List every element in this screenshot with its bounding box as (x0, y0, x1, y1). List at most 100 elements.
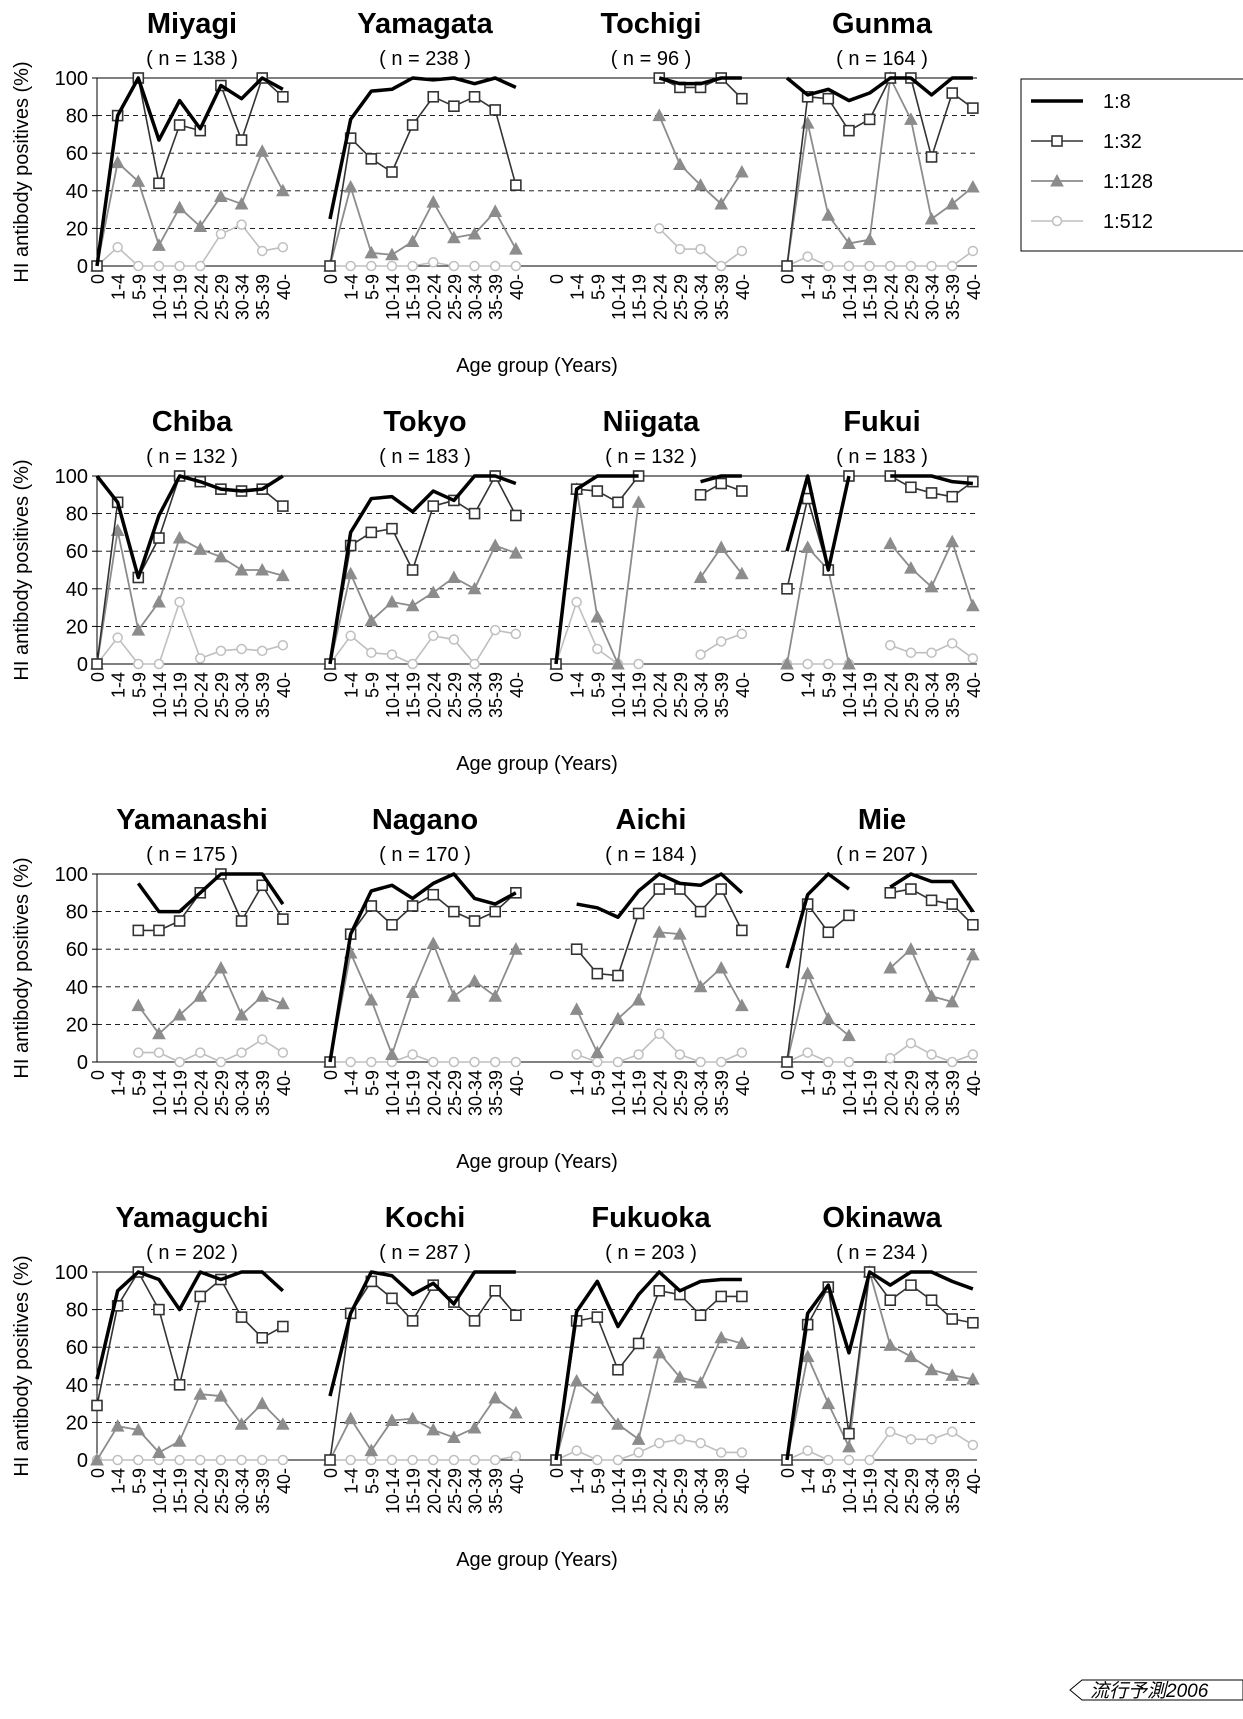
legend: 1:8 1:32 1:128 1:512 (1020, 78, 1243, 252)
data-point (612, 1454, 624, 1466)
data-point (570, 943, 583, 956)
data-point (591, 485, 604, 497)
data-point (673, 1370, 687, 1383)
data-point (654, 223, 665, 234)
x-tick-label: 35-39 (486, 1070, 506, 1116)
x-tick-label: 10-14 (840, 1070, 860, 1116)
data-point (131, 998, 146, 1012)
series-1-8 (785, 474, 974, 572)
series-line (555, 1438, 742, 1461)
data-point (633, 1049, 644, 1060)
x-tick-label: 15-19 (171, 274, 191, 320)
data-point (674, 243, 686, 255)
data-point (885, 1052, 896, 1064)
legend-entry-1-512: 1:512 (1031, 211, 1153, 233)
x-tick-label: 15-19 (171, 672, 191, 718)
x-tick-label: 0 (321, 1070, 341, 1080)
data-point (590, 609, 605, 623)
legend-marker (1051, 215, 1063, 227)
data-point (255, 989, 270, 1002)
series-line (95, 76, 284, 267)
x-tick-label: 5-9 (129, 1468, 149, 1494)
x-tick-label: 25-29 (212, 1070, 232, 1116)
data-point (365, 900, 378, 912)
legend-label: 1:32 (1103, 131, 1142, 153)
data-point (904, 942, 918, 955)
x-tick-label: 10-14 (609, 1468, 629, 1514)
data-point (172, 1434, 187, 1447)
x-tick-label: 5-9 (588, 274, 608, 300)
data-point (967, 1439, 979, 1451)
panel-fukuoka: Fukuoka ( n = 203 ) 0 1-4 5-9 10-14 15-19 20-24… (547, 1202, 753, 1514)
series-line (889, 872, 975, 913)
data-point (843, 1056, 855, 1068)
series-line (328, 872, 517, 1063)
data-point (234, 1417, 249, 1430)
x-tick-label: 40- (274, 672, 294, 698)
data-point (714, 540, 729, 553)
x-tick-label: 20-24 (650, 672, 670, 718)
panel-title: Gunma (832, 8, 933, 40)
data-point (488, 989, 503, 1002)
data-point (428, 630, 439, 642)
y-axis-label: HI antibody positives (%) (11, 61, 33, 282)
x-tick-label: 40- (964, 1070, 984, 1096)
x-tick-label: 5-9 (588, 1468, 608, 1494)
x-tick-label: 15-19 (630, 1468, 650, 1514)
series-1-512 (550, 596, 748, 670)
data-point (673, 157, 687, 170)
y-tick-label: 100 (55, 68, 88, 90)
series-line (786, 77, 974, 267)
x-tick-label: 5-9 (129, 1070, 149, 1096)
x-tick-label: 10-14 (150, 672, 170, 718)
data-point (195, 1047, 206, 1058)
series-1-32 (781, 883, 979, 1068)
series-line (95, 474, 284, 580)
x-tick-label: 15-19 (404, 1468, 424, 1514)
data-point (904, 1349, 918, 1363)
x-tick-label: 30-34 (692, 1468, 712, 1514)
data-point (386, 649, 398, 660)
panel-title: Niigata (603, 406, 701, 438)
data-point (695, 1056, 706, 1068)
watermark-text: 流行予測2006 (1090, 1681, 1209, 1702)
panel-n-label: ( n = 203 ) (605, 1242, 697, 1264)
data-point (133, 1454, 144, 1466)
y-tick-label: 80 (66, 902, 88, 924)
data-point (945, 196, 960, 210)
data-point (234, 562, 249, 576)
data-point (694, 1309, 707, 1322)
series-1-32 (324, 91, 522, 272)
x-tick-label: 15-19 (404, 1070, 424, 1116)
series-1-512 (654, 223, 748, 272)
series-1-8 (785, 872, 975, 969)
panel-title: Miyagi (147, 8, 237, 40)
data-point (946, 638, 958, 649)
y-tick-label: 40 (66, 977, 88, 999)
data-point (612, 496, 624, 509)
panel-niigata: Niigata ( n = 132 ) 0 1-4 5-9 10-14 15-19 20-24… (547, 406, 753, 718)
series-line (329, 1397, 517, 1461)
data-point (946, 1056, 958, 1068)
panel-row-1: 0 20 40 60 80 100 HI antibody positives (%) Age… (11, 61, 977, 377)
series-1-8 (785, 76, 973, 103)
data-point (694, 488, 707, 501)
data-point (386, 522, 398, 535)
x-tick-label: 5-9 (362, 1070, 382, 1096)
data-point (802, 251, 813, 262)
series-1-512 (571, 1028, 748, 1068)
series-1-128 (569, 925, 749, 1059)
x-tick-label: 5-9 (588, 672, 608, 698)
panel-row-2: 0 20 40 60 80 100 HI antibody positives (%) Age… (11, 459, 977, 775)
data-point (193, 989, 208, 1002)
panel-n-label: ( n = 202 ) (146, 1242, 238, 1264)
data-point (489, 905, 502, 918)
y-tick-label: 20 (66, 616, 88, 638)
panel-n-label: ( n = 138 ) (146, 48, 238, 70)
series-line (785, 1270, 974, 1461)
data-point (780, 656, 794, 670)
data-point (843, 124, 855, 137)
series-1-128 (323, 1390, 523, 1466)
data-point (673, 927, 687, 940)
data-point (235, 915, 248, 927)
